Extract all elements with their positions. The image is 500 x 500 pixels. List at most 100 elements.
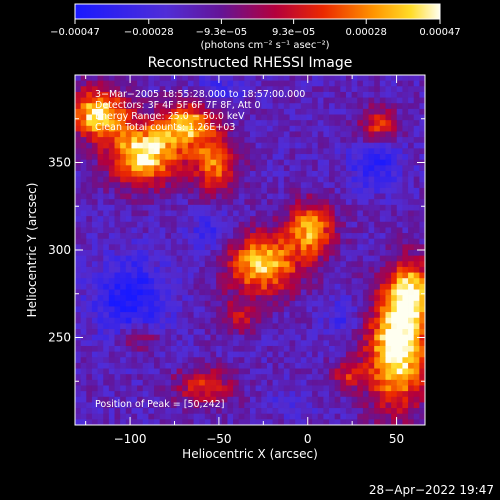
heatmap-cell bbox=[278, 250, 285, 257]
heatmap-cell bbox=[334, 278, 341, 285]
heatmap-cell bbox=[255, 131, 262, 138]
heatmap-cell bbox=[289, 374, 296, 381]
heatmap-cell bbox=[357, 408, 364, 415]
heatmap-cell bbox=[97, 283, 104, 290]
heatmap-cell bbox=[165, 357, 172, 364]
heatmap-cell bbox=[391, 210, 398, 217]
heatmap-cell bbox=[142, 385, 149, 392]
heatmap-cell bbox=[165, 419, 172, 426]
heatmap-cell bbox=[272, 193, 279, 200]
heatmap-cell bbox=[120, 334, 127, 341]
heatmap-cell bbox=[419, 391, 426, 398]
heatmap-cell bbox=[329, 80, 336, 87]
heatmap-cell bbox=[357, 170, 364, 178]
heatmap-cell bbox=[187, 176, 194, 183]
colorbar-frame bbox=[74, 3, 441, 20]
heatmap-cell bbox=[233, 272, 240, 279]
heatmap-cell bbox=[289, 323, 296, 330]
heatmap-cell bbox=[408, 255, 415, 262]
heatmap-cell bbox=[362, 379, 369, 386]
heatmap-cell bbox=[154, 91, 161, 98]
heatmap-cell bbox=[396, 413, 403, 420]
heatmap-cell bbox=[306, 306, 313, 313]
heatmap-cell bbox=[396, 266, 403, 273]
heatmap-cell bbox=[86, 266, 93, 273]
heatmap-cell bbox=[368, 289, 375, 296]
heatmap-cell bbox=[80, 391, 87, 398]
heatmap-cell bbox=[295, 86, 302, 93]
heatmap-cell bbox=[216, 266, 223, 273]
heatmap-cell bbox=[103, 103, 110, 110]
heatmap-cell bbox=[300, 289, 307, 296]
heatmap-cell bbox=[385, 165, 392, 172]
heatmap-cell bbox=[402, 357, 409, 364]
heatmap-cell bbox=[329, 244, 336, 251]
heatmap-cell bbox=[295, 227, 302, 234]
heatmap-cell bbox=[402, 300, 409, 307]
heatmap-cell bbox=[131, 108, 138, 115]
heatmap-cell bbox=[91, 170, 98, 178]
heatmap-cell bbox=[216, 103, 223, 110]
heatmap-cell bbox=[216, 216, 223, 223]
heatmap-cell bbox=[210, 216, 217, 223]
heatmap-cell bbox=[379, 261, 386, 268]
heatmap-cell bbox=[103, 402, 110, 409]
heatmap-cell bbox=[283, 379, 290, 386]
heatmap-cell bbox=[199, 75, 206, 82]
heatmap-cell bbox=[266, 148, 273, 155]
heatmap-cell bbox=[357, 221, 364, 228]
heatmap-cell bbox=[289, 255, 296, 262]
heatmap-cell bbox=[306, 391, 313, 398]
heatmap-cell bbox=[182, 238, 189, 245]
heatmap-cell bbox=[227, 357, 234, 364]
heatmap-cell bbox=[108, 170, 115, 178]
heatmap-cell bbox=[193, 329, 200, 336]
heatmap-cell bbox=[312, 368, 319, 375]
heatmap-cell bbox=[182, 266, 189, 273]
heatmap-cell bbox=[345, 159, 353, 166]
heatmap-cell bbox=[233, 154, 240, 161]
heatmap-cell bbox=[396, 114, 403, 121]
heatmap-cell bbox=[391, 408, 398, 415]
heatmap-cell bbox=[379, 402, 386, 409]
heatmap-cell bbox=[340, 137, 347, 144]
heatmap-cell bbox=[368, 182, 375, 189]
heatmap-cell bbox=[210, 413, 217, 420]
heatmap-cell bbox=[357, 362, 364, 369]
heatmap-cell bbox=[278, 306, 285, 313]
heatmap-cell bbox=[391, 300, 398, 307]
heatmap-cell bbox=[97, 103, 104, 110]
heatmap-cell bbox=[210, 142, 217, 149]
heatmap-cell bbox=[278, 368, 285, 375]
heatmap-cell bbox=[114, 261, 121, 268]
heatmap-cell bbox=[408, 408, 415, 415]
heatmap-cell bbox=[396, 176, 403, 183]
heatmap-cell bbox=[148, 142, 155, 149]
heatmap-cell bbox=[272, 182, 279, 189]
heatmap-cell bbox=[108, 295, 115, 302]
heatmap-cell bbox=[148, 238, 155, 245]
heatmap-cell bbox=[278, 329, 285, 336]
heatmap-cell bbox=[379, 379, 386, 386]
heatmap-cell bbox=[385, 233, 392, 240]
heatmap-cell bbox=[312, 159, 319, 166]
heatmap-cell bbox=[351, 108, 358, 115]
heatmap-cell bbox=[238, 114, 245, 121]
heatmap-cell bbox=[114, 244, 121, 251]
heatmap-cell bbox=[266, 317, 273, 324]
heatmap-cell bbox=[221, 408, 228, 415]
heatmap-cell bbox=[170, 250, 178, 257]
heatmap-cell bbox=[362, 272, 369, 279]
heatmap-cell bbox=[154, 154, 161, 161]
heatmap-cell bbox=[379, 396, 386, 403]
heatmap-cell bbox=[283, 159, 290, 166]
heatmap-cell bbox=[295, 357, 302, 364]
heatmap-cell bbox=[142, 379, 149, 386]
heatmap-cell bbox=[137, 221, 144, 228]
heatmap-cell bbox=[391, 233, 398, 240]
heatmap-cell bbox=[80, 385, 87, 392]
heatmap-cell bbox=[204, 210, 211, 217]
heatmap-cell bbox=[362, 244, 369, 251]
heatmap-cell bbox=[108, 323, 115, 330]
heatmap-cell bbox=[368, 170, 375, 178]
